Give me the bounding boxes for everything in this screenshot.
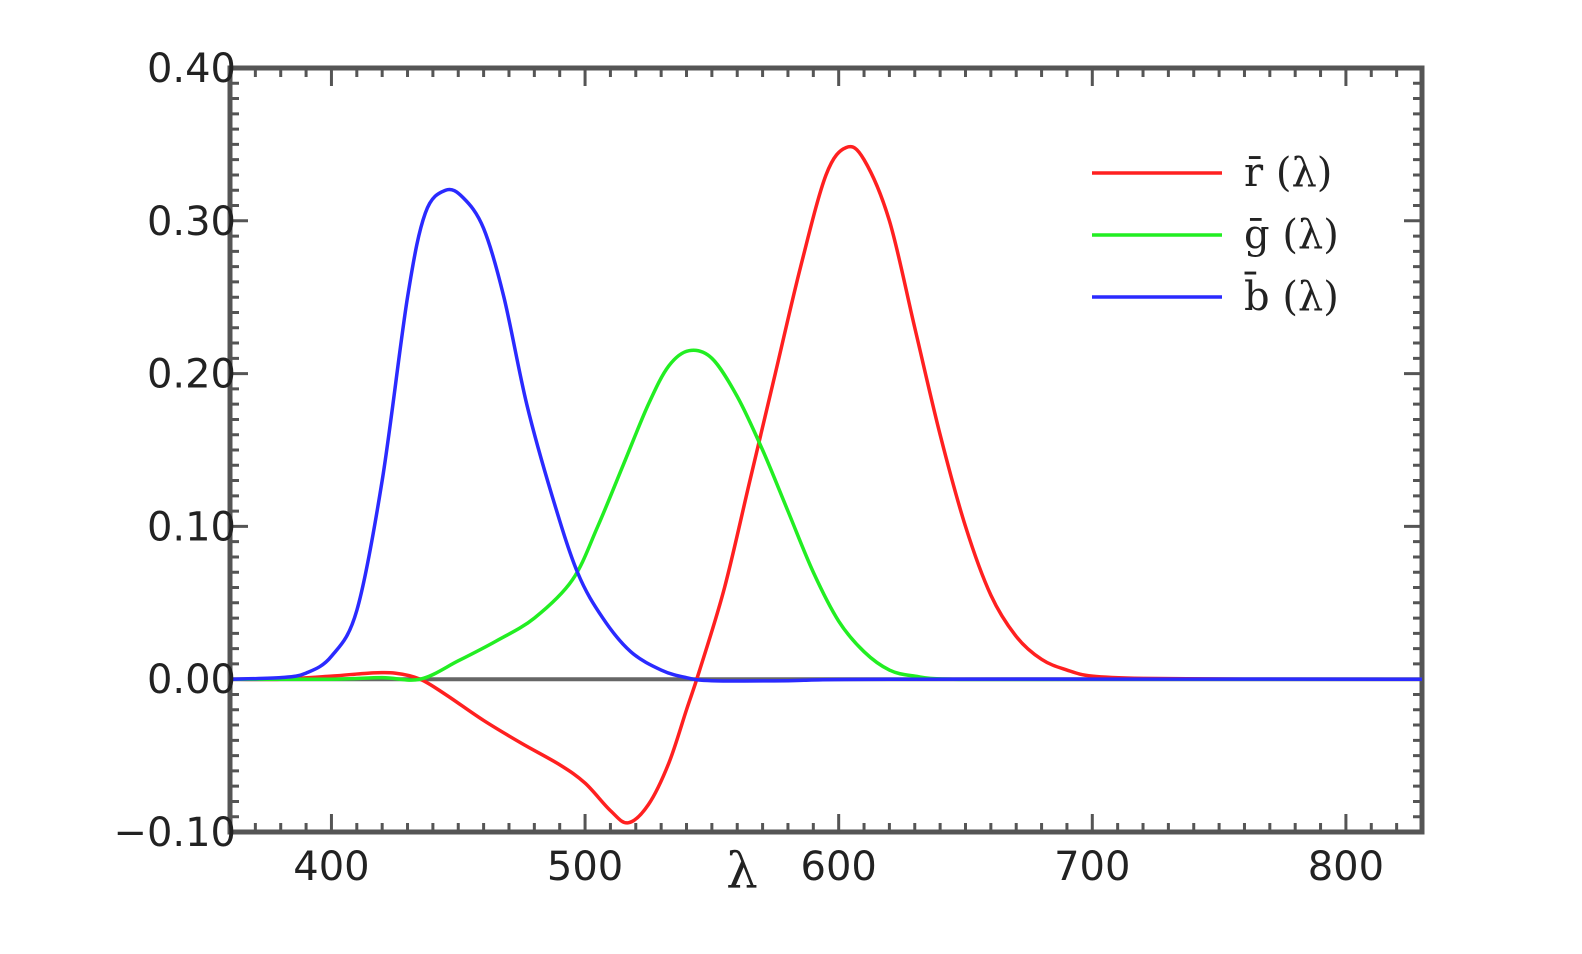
x-axis-label: λ (726, 842, 758, 900)
b-bar-curve (229, 187, 1423, 683)
legend: r̄ (λ) ḡ (λ) b̄ (λ) (1092, 150, 1339, 320)
legend-label: ḡ (λ) (1244, 212, 1339, 258)
legend-label: r̄ (λ) (1244, 150, 1332, 196)
legend-label: b̄ (λ) (1244, 271, 1339, 320)
y-tick-label: 0.10 (147, 504, 236, 550)
y-tick-label: −0.10 (113, 810, 236, 856)
g-bar-curve (229, 348, 1422, 682)
x-tick-label: 700 (1054, 844, 1130, 890)
y-tick-label: 0.30 (147, 199, 236, 245)
series-lines (229, 144, 1423, 825)
r-bar-curve (229, 144, 1423, 825)
axis-ticks (228, 66, 1424, 834)
tick-marks (228, 66, 1424, 834)
y-tick-labels: −0.10 0.00 0.10 0.20 0.30 0.40 (113, 46, 236, 856)
y-tick-label: 0.20 (147, 352, 236, 398)
x-tick-labels: 400 500 600 700 800 (293, 844, 1384, 890)
y-tick-label: 0.00 (147, 657, 236, 703)
x-tick-label: 400 (293, 844, 369, 890)
x-tick-label: 500 (547, 844, 623, 890)
x-tick-label: 600 (801, 844, 877, 890)
x-tick-label: 800 (1308, 844, 1384, 890)
y-tick-label: 0.40 (147, 46, 236, 92)
